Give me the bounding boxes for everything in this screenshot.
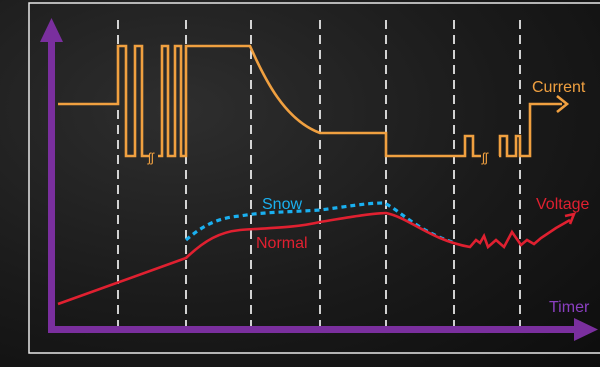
voltage-waveform <box>57 211 571 306</box>
voltage-label: Voltage <box>536 196 589 213</box>
axes <box>40 18 598 341</box>
timer-label: Timer <box>549 299 590 316</box>
snow-voltage-curve <box>184 201 456 245</box>
current-arrow-icon <box>556 94 570 114</box>
y-axis <box>48 40 55 332</box>
x-axis <box>48 326 576 333</box>
time-guides <box>117 20 521 328</box>
current-label: Current <box>532 79 586 96</box>
voltage-arrow-icon <box>564 212 577 225</box>
current-waveform <box>58 44 562 158</box>
normal-label: Normal <box>256 235 308 252</box>
y-axis-arrow-icon <box>40 18 63 42</box>
current-break-mark-icon: ʃʃ <box>147 150 155 165</box>
diagram-frame <box>28 2 600 354</box>
snow-label: Snow <box>262 196 302 213</box>
x-axis-arrow-icon <box>574 318 598 341</box>
current-break-mark-icon: ʃʃ <box>481 150 489 165</box>
